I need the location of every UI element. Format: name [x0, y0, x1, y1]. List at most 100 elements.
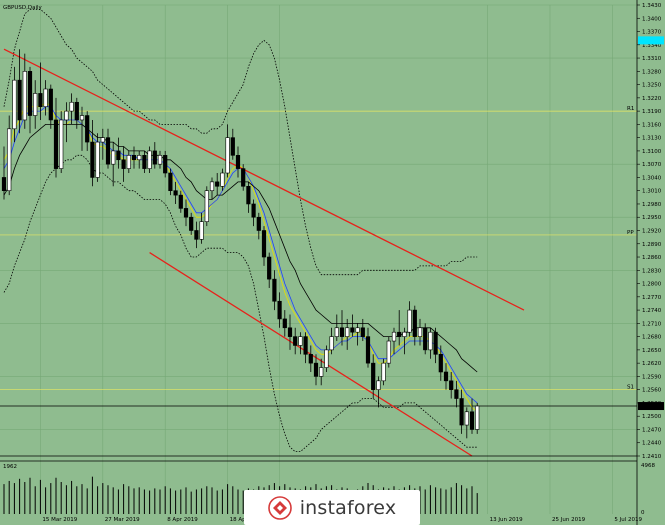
candle-bull — [334, 327, 339, 337]
candle-bear — [116, 150, 121, 161]
candle-bear — [251, 203, 256, 218]
indicator-line-bb_lower — [3, 154, 478, 453]
y-tick-label: 1.2800 — [642, 282, 662, 288]
candle-bear — [454, 389, 459, 399]
watermark-text: instaforex — [299, 496, 397, 519]
candle-bear — [189, 216, 194, 231]
candle-bull — [417, 327, 423, 337]
candle-bull — [79, 115, 85, 121]
y-tick-label: 1.3190 — [642, 109, 662, 115]
y-tick-label: 1.2680 — [642, 335, 662, 341]
candle-bull — [345, 327, 350, 337]
x-tick-label: 15 Mar 2019 — [42, 517, 77, 523]
y-tick-label: 1.2860 — [642, 255, 662, 261]
candle-bull — [126, 155, 131, 169]
y-tick-label: 1.2890 — [642, 242, 662, 248]
candle-bear — [142, 155, 147, 169]
level-label: PP — [627, 230, 634, 236]
candle-bull — [33, 93, 38, 116]
candle-bull — [137, 155, 142, 161]
candle-bull — [12, 79, 17, 130]
candle-bear — [412, 309, 417, 337]
y-tick-label: 1.3430 — [642, 3, 662, 9]
candle-bull — [355, 327, 360, 333]
candle-bull — [220, 172, 225, 187]
y-tick-label: 1.2920 — [642, 229, 662, 235]
candle-bear — [1, 177, 7, 192]
candle-bear — [308, 354, 313, 364]
candle-bear — [261, 230, 267, 258]
candle-bull — [464, 411, 469, 426]
candle-bear — [449, 380, 454, 390]
y-tick-label: 1.3250 — [642, 83, 662, 89]
candle-bull — [391, 331, 397, 342]
candle-bear — [38, 93, 43, 107]
candle-bear — [53, 119, 59, 169]
y-tick-label: 1.3010 — [642, 189, 662, 195]
candle-bear — [371, 362, 376, 390]
candle-bear — [178, 194, 183, 209]
level-label: R1 — [627, 106, 634, 112]
candle-bull — [329, 336, 334, 351]
candle-bull — [147, 150, 152, 169]
candle-bull — [95, 141, 100, 178]
candle-bull — [376, 380, 381, 390]
candle-bull — [324, 349, 329, 368]
y-tick-label: 1.2710 — [642, 321, 662, 327]
instaforex-logo-icon — [267, 495, 292, 520]
candle-bear — [131, 155, 137, 161]
candle-bear — [287, 327, 293, 337]
candle-bear — [183, 208, 189, 218]
candle-bull — [386, 340, 391, 364]
candle-bear — [397, 331, 402, 337]
candle-bull — [204, 190, 209, 222]
y-tick-label: 1.3160 — [642, 122, 662, 128]
candle-bear — [350, 327, 355, 333]
level-label: S1 — [627, 385, 634, 391]
volume-zero-label: 0 — [641, 510, 645, 516]
candle-bear — [215, 181, 220, 187]
candle-bear — [121, 159, 126, 169]
candle-bear — [17, 79, 22, 121]
candle-bear — [105, 137, 111, 165]
y-tick-label: 1.3070 — [642, 162, 662, 168]
candle-bear — [438, 354, 443, 373]
y-tick-label: 1.2950 — [642, 215, 662, 221]
y-tick-label: 1.3310 — [642, 56, 662, 62]
candle-bear — [277, 300, 282, 320]
candle-bull — [59, 119, 64, 169]
candle-bear — [235, 155, 241, 169]
x-tick-label: 13 Jun 2019 — [490, 517, 524, 523]
candle-bear — [152, 150, 157, 165]
y-tick-label: 1.2500 — [642, 414, 662, 420]
x-tick-label: 8 Apr 2019 — [167, 517, 198, 523]
candle-bear — [303, 336, 308, 355]
candle-bull — [319, 367, 324, 377]
candle-bear — [433, 331, 438, 355]
y-tick-label: 1.2830 — [642, 268, 662, 274]
y-tick-label: 1.3400 — [642, 16, 662, 22]
candle-bull — [209, 181, 215, 192]
candle-bear — [360, 327, 365, 337]
candle-bull — [69, 101, 74, 112]
candle-bear — [163, 155, 168, 174]
y-tick-label: 1.3280 — [642, 69, 662, 75]
candle-bear — [194, 230, 199, 240]
highlight-price-box — [638, 36, 664, 45]
candle-bear — [267, 256, 272, 280]
x-tick-label: 5 Jul 2019 — [614, 517, 642, 523]
candle-bull — [157, 155, 163, 165]
candle-bull — [428, 331, 433, 351]
x-tick-label: 27 Mar 2019 — [105, 517, 140, 523]
candlesticks — [1, 49, 480, 439]
candle-bear — [74, 101, 79, 121]
y-tick-label: 1.2440 — [642, 441, 662, 447]
y-tick-label: 1.2980 — [642, 202, 662, 208]
candle-bull — [475, 405, 480, 430]
x-tick-label: 25 Jun 2019 — [552, 517, 586, 523]
y-tick-label: 1.3340 — [642, 43, 662, 49]
candle-bull — [381, 362, 386, 382]
watermark-banner: instaforex — [244, 490, 420, 525]
candle-bear — [272, 278, 277, 302]
